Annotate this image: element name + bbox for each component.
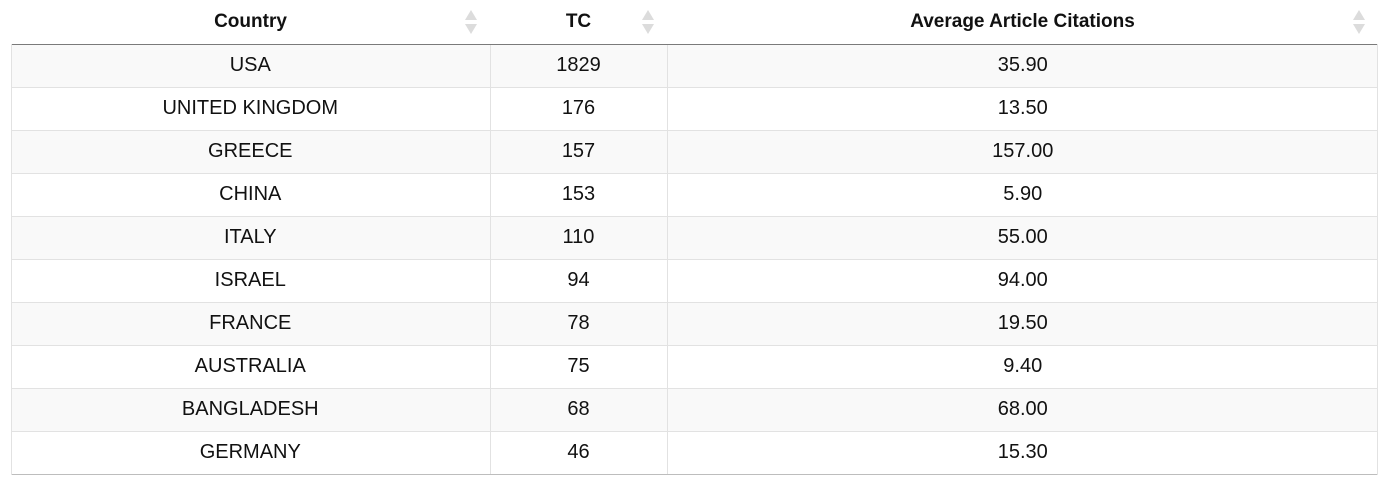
cell-country: CHINA [11, 172, 490, 216]
table-row: ISRAEL 94 94.00 [11, 258, 1378, 302]
cell-tc: 157 [489, 129, 667, 173]
column-header-label: Average Article Citations [910, 10, 1135, 32]
table-row: CHINA 153 5.90 [11, 172, 1378, 216]
cell-country: USA [11, 44, 490, 87]
cell-tc: 176 [489, 86, 667, 130]
table-row: ITALY 110 55.00 [11, 215, 1378, 259]
cell-average-citations: 55.00 [666, 215, 1378, 259]
table-row: BANGLADESH 68 68.00 [11, 387, 1378, 431]
column-header-country[interactable]: Country [11, 0, 490, 45]
cell-country: AUSTRALIA [11, 344, 490, 388]
table-header-row: Country TC Average Article Citations [11, 0, 1378, 45]
data-table-container: Country TC Average Article Citations USA… [11, 0, 1378, 475]
cell-tc: 46 [489, 430, 667, 475]
table-right-border [1377, 44, 1378, 475]
cell-average-citations: 19.50 [666, 301, 1378, 345]
citations-table: Country TC Average Article Citations USA… [11, 0, 1378, 475]
cell-average-citations: 35.90 [666, 44, 1378, 87]
sort-icon[interactable] [641, 9, 655, 35]
column-header-average-article-citations[interactable]: Average Article Citations [667, 0, 1378, 45]
cell-average-citations: 94.00 [666, 258, 1378, 302]
cell-country: FRANCE [11, 301, 490, 345]
cell-country: UNITED KINGDOM [11, 86, 490, 130]
cell-average-citations: 13.50 [666, 86, 1378, 130]
cell-country: ISRAEL [11, 258, 490, 302]
table-row: FRANCE 78 19.50 [11, 301, 1378, 345]
table-row: AUSTRALIA 75 9.40 [11, 344, 1378, 388]
cell-tc: 75 [489, 344, 667, 388]
column-header-label: Country [214, 10, 287, 32]
table-row: USA 1829 35.90 [11, 44, 1378, 87]
column-header-tc[interactable]: TC [490, 0, 667, 45]
cell-country: ITALY [11, 215, 490, 259]
cell-country: GREECE [11, 129, 490, 173]
cell-tc: 68 [489, 387, 667, 431]
cell-average-citations: 157.00 [666, 129, 1378, 173]
cell-tc: 1829 [489, 44, 667, 87]
table-row: GREECE 157 157.00 [11, 129, 1378, 173]
cell-tc: 110 [489, 215, 667, 259]
cell-average-citations: 15.30 [666, 430, 1378, 475]
sort-icon[interactable] [1352, 9, 1366, 35]
cell-average-citations: 9.40 [666, 344, 1378, 388]
sort-icon[interactable] [464, 9, 478, 35]
cell-tc: 94 [489, 258, 667, 302]
cell-average-citations: 5.90 [666, 172, 1378, 216]
cell-tc: 153 [489, 172, 667, 216]
cell-country: BANGLADESH [11, 387, 490, 431]
column-header-label: TC [565, 10, 592, 32]
cell-tc: 78 [489, 301, 667, 345]
table-row: UNITED KINGDOM 176 13.50 [11, 86, 1378, 130]
cell-average-citations: 68.00 [666, 387, 1378, 431]
table-row: GERMANY 46 15.30 [11, 430, 1378, 475]
table-left-border [11, 44, 12, 475]
cell-country: GERMANY [11, 430, 490, 475]
